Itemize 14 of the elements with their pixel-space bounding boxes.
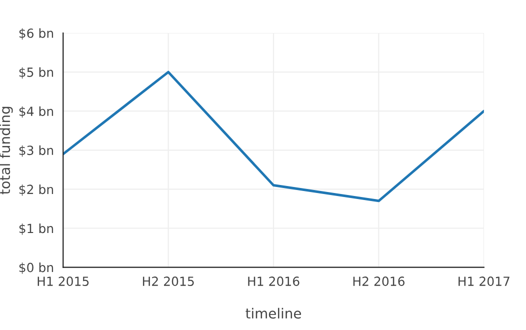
x-tick-label: H1 2017 xyxy=(458,276,510,286)
y-tick-label: $2 bn xyxy=(19,184,54,196)
y-tick-label: $6 bn xyxy=(19,28,54,40)
x-axis-title: timeline xyxy=(246,308,302,319)
x-tick-label: H1 2015 xyxy=(38,276,89,286)
y-tick-label: $1 bn xyxy=(19,224,54,235)
x-tick-label: H2 2016 xyxy=(353,276,404,286)
line-series xyxy=(63,70,484,202)
y-tick-label: $4 bn xyxy=(19,106,54,118)
y-tick-label: $3 bn xyxy=(19,145,54,157)
x-tick-label: H2 2015 xyxy=(142,276,194,286)
y-tick-label: $5 bn xyxy=(19,67,54,79)
y-tick-label: $0 bn xyxy=(19,262,54,274)
x-tick-label: H1 2016 xyxy=(248,276,300,286)
